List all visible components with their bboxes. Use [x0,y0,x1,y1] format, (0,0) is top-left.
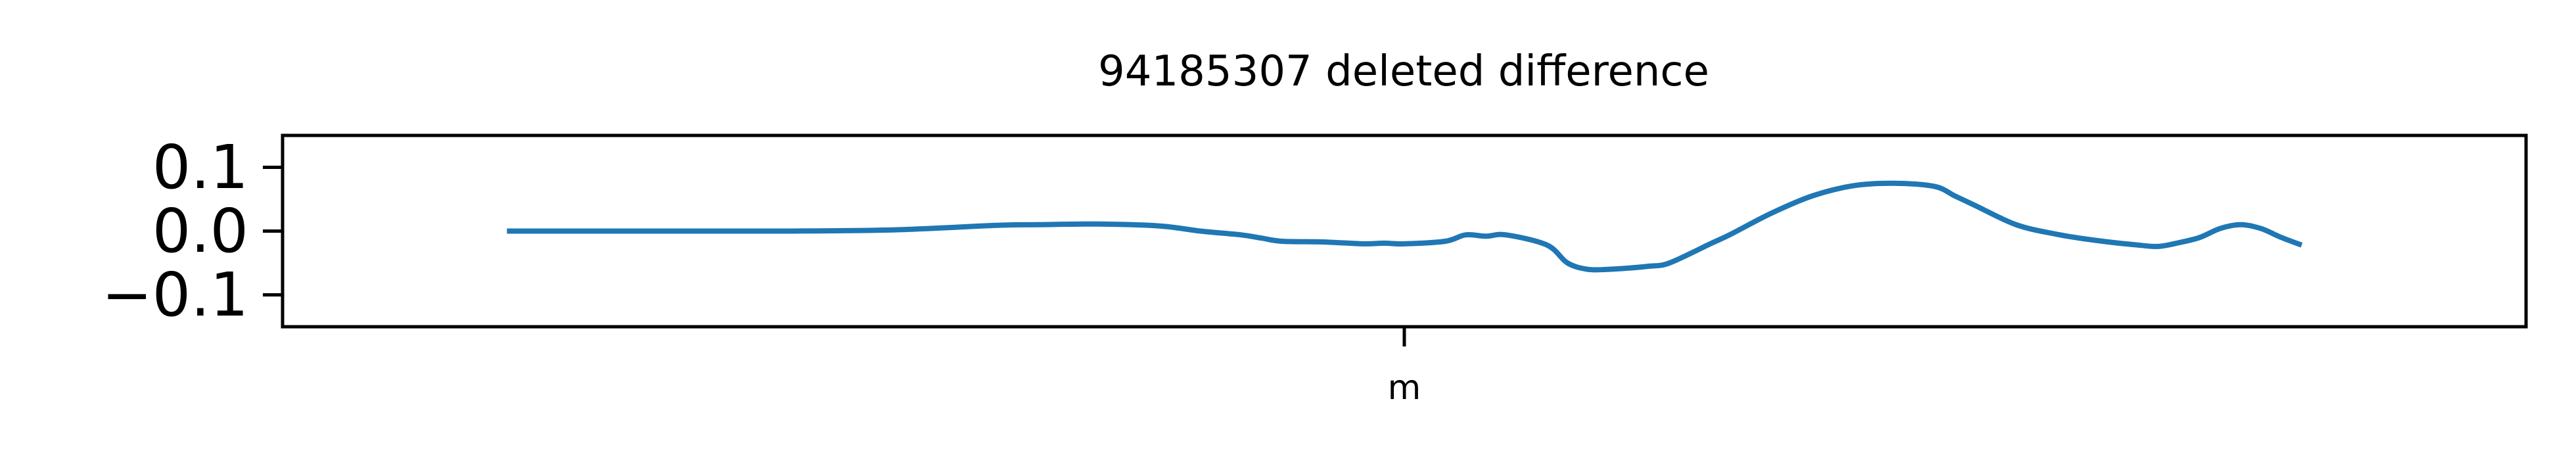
x-tick-label: m [1388,368,1421,408]
y-tick-label: −0.1 [102,260,248,330]
x-axis: m [1388,327,1421,408]
y-tick-label: 0.1 [152,132,248,202]
chart-title: 94185307 deleted difference [1098,47,1709,96]
y-tick-label: 0.0 [152,196,248,266]
y-axis: 0.10.0−0.1 [102,132,283,330]
series-line [507,180,2303,273]
